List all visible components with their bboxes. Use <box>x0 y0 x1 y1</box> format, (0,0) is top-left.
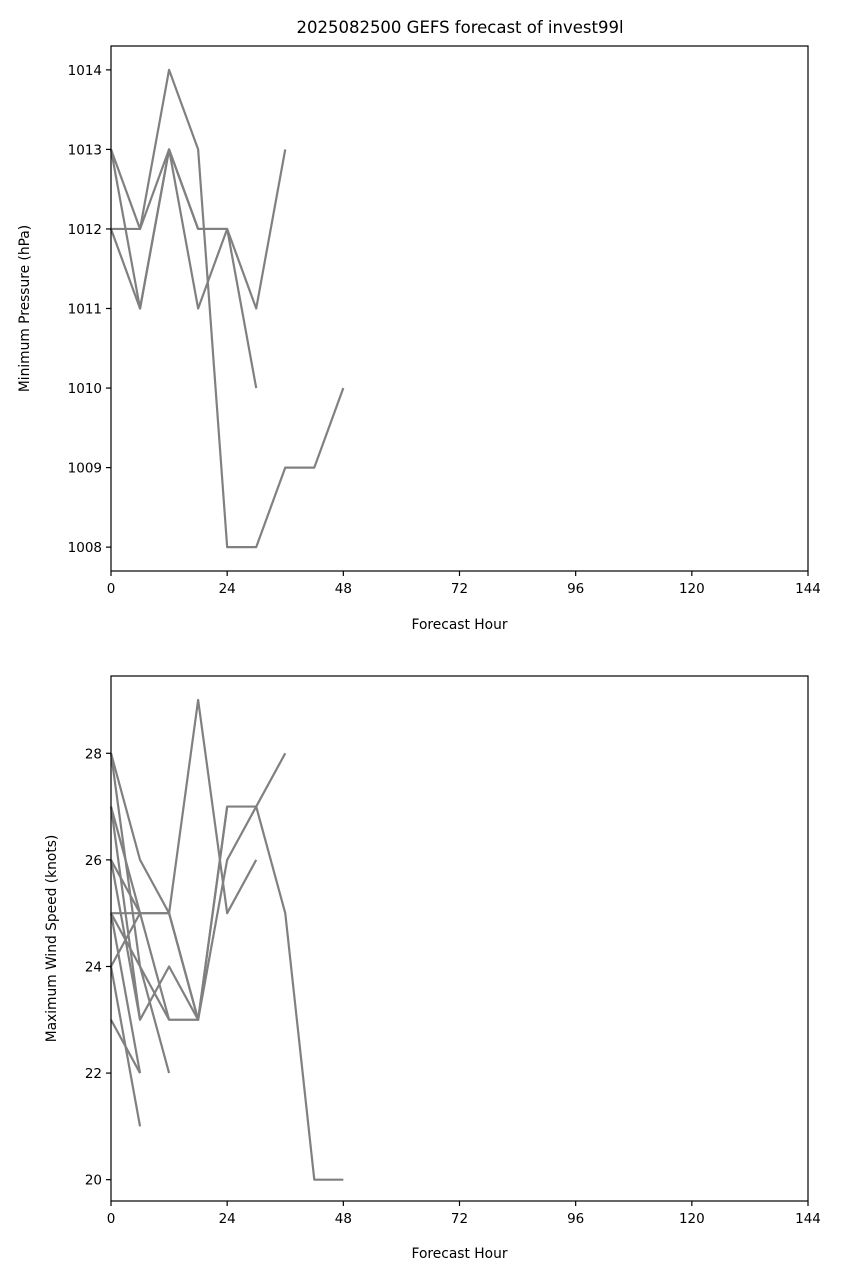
wind-ensemble-member-line-9 <box>109 859 142 1020</box>
wind-ticks: 0 24 48 72 96 120 144 20 22 24 26 28 <box>85 746 821 1227</box>
wind-y-axis-label: Maximum Wind Speed (knots) <box>44 835 60 1043</box>
wind-ensemble-member-line-7 <box>110 912 171 1021</box>
wind-x-tick-label: 24 <box>219 1211 236 1227</box>
pressure-y-tick-label: 1010 <box>68 381 102 397</box>
pressure-ensemble-member-line-4 <box>109 148 228 310</box>
pressure-y-tick-label: 1011 <box>68 302 102 318</box>
pressure-y-axis-label: Minimum Pressure (hPa) <box>17 225 33 392</box>
pressure-ensemble-member-line-3 <box>109 148 258 389</box>
wind-x-tick-label: 0 <box>107 1211 116 1227</box>
pressure-y-tick-label: 1008 <box>68 540 102 556</box>
pressure-x-tick-label: 96 <box>567 581 584 597</box>
pressure-ensemble-member-line-1 <box>111 68 345 549</box>
wind-ensemble-member-line-8 <box>109 806 142 914</box>
wind-plot-frame <box>110 675 809 1202</box>
chart-title: 2025082500 GEFS forecast of invest99l <box>296 18 623 37</box>
pressure-x-axis-label: Forecast Hour <box>412 617 508 633</box>
pressure-y-tick-label: 1009 <box>68 461 102 477</box>
pressure-series-layer <box>109 68 345 549</box>
wind-x-tick-label: 120 <box>679 1211 705 1227</box>
pressure-ticks: 0 24 48 72 96 120 144 1008 1009 1010 1011 1012 1013 1… <box>68 63 821 597</box>
pressure-x-tick-label: 144 <box>795 581 821 597</box>
pressure-plot-frame <box>110 45 809 572</box>
pressure-chart: 2025082500 GEFS forecast of invest99l 0 2… <box>17 18 821 633</box>
wind-y-tick-label: 20 <box>85 1173 102 1189</box>
wind-x-tick-label: 72 <box>451 1211 468 1227</box>
wind-x-tick-label: 48 <box>335 1211 352 1227</box>
pressure-y-tick-label: 1014 <box>68 63 102 79</box>
pressure-x-tick-label: 72 <box>451 581 468 597</box>
pressure-y-tick-label: 1012 <box>68 222 102 238</box>
wind-y-tick-label: 24 <box>85 959 102 975</box>
pressure-x-tick-label: 0 <box>107 581 116 597</box>
wind-series-layer <box>109 698 344 1181</box>
wind-y-tick-label: 22 <box>85 1066 102 1082</box>
wind-ensemble-member-line-12 <box>109 966 142 1127</box>
pressure-x-tick-label: 120 <box>679 581 705 597</box>
pressure-y-tick-label: 1013 <box>68 142 102 158</box>
wind-x-tick-label: 144 <box>795 1211 821 1227</box>
pressure-x-tick-label: 48 <box>335 581 352 597</box>
wind-y-tick-label: 26 <box>85 853 102 869</box>
wind-y-tick-label: 28 <box>85 746 102 762</box>
wind-x-axis-label: Forecast Hour <box>412 1246 508 1262</box>
wind-ensemble-member-line-3 <box>110 698 258 915</box>
wind-ensemble-member-line-11 <box>109 912 142 1074</box>
wind-x-tick-label: 96 <box>567 1211 584 1227</box>
pressure-x-tick-label: 24 <box>219 581 236 597</box>
